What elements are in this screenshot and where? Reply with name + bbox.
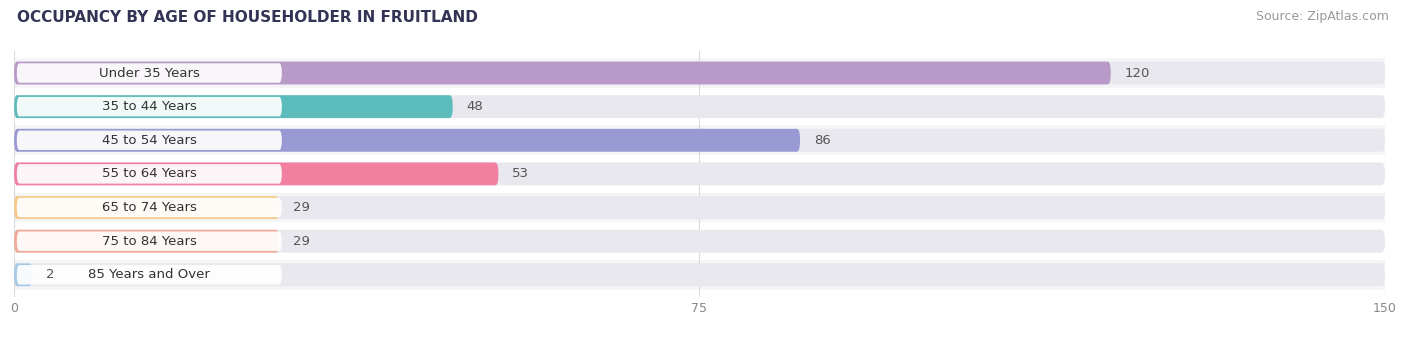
FancyBboxPatch shape	[14, 62, 1385, 85]
FancyBboxPatch shape	[14, 196, 1385, 219]
Text: 29: 29	[292, 201, 309, 214]
FancyBboxPatch shape	[14, 230, 1385, 253]
FancyBboxPatch shape	[14, 263, 1385, 286]
Text: 53: 53	[512, 167, 529, 180]
Text: Source: ZipAtlas.com: Source: ZipAtlas.com	[1256, 10, 1389, 23]
Text: 48: 48	[467, 100, 484, 113]
FancyBboxPatch shape	[14, 162, 499, 186]
FancyBboxPatch shape	[14, 95, 453, 118]
FancyBboxPatch shape	[14, 58, 1385, 88]
FancyBboxPatch shape	[17, 198, 281, 217]
FancyBboxPatch shape	[14, 260, 1385, 290]
FancyBboxPatch shape	[14, 263, 32, 286]
Text: 85 Years and Over: 85 Years and Over	[89, 268, 211, 281]
FancyBboxPatch shape	[14, 129, 1385, 152]
FancyBboxPatch shape	[17, 97, 281, 116]
FancyBboxPatch shape	[17, 232, 281, 251]
Text: 45 to 54 Years: 45 to 54 Years	[101, 134, 197, 147]
FancyBboxPatch shape	[14, 159, 1385, 189]
Text: 75 to 84 Years: 75 to 84 Years	[101, 235, 197, 248]
FancyBboxPatch shape	[14, 62, 1111, 85]
FancyBboxPatch shape	[14, 162, 1385, 186]
Text: 2: 2	[46, 268, 55, 281]
FancyBboxPatch shape	[17, 63, 281, 83]
FancyBboxPatch shape	[14, 226, 1385, 256]
FancyBboxPatch shape	[14, 125, 1385, 155]
Text: 55 to 64 Years: 55 to 64 Years	[101, 167, 197, 180]
Text: 29: 29	[292, 235, 309, 248]
FancyBboxPatch shape	[17, 164, 281, 184]
FancyBboxPatch shape	[14, 196, 278, 219]
Text: 120: 120	[1125, 66, 1150, 79]
Text: 65 to 74 Years: 65 to 74 Years	[101, 201, 197, 214]
Text: 35 to 44 Years: 35 to 44 Years	[101, 100, 197, 113]
FancyBboxPatch shape	[14, 95, 1385, 118]
FancyBboxPatch shape	[14, 129, 800, 152]
FancyBboxPatch shape	[17, 131, 281, 150]
FancyBboxPatch shape	[14, 92, 1385, 121]
FancyBboxPatch shape	[17, 265, 281, 284]
FancyBboxPatch shape	[14, 230, 278, 253]
Text: OCCUPANCY BY AGE OF HOUSEHOLDER IN FRUITLAND: OCCUPANCY BY AGE OF HOUSEHOLDER IN FRUIT…	[17, 10, 478, 25]
Text: 86: 86	[814, 134, 831, 147]
Text: Under 35 Years: Under 35 Years	[98, 66, 200, 79]
FancyBboxPatch shape	[14, 193, 1385, 222]
